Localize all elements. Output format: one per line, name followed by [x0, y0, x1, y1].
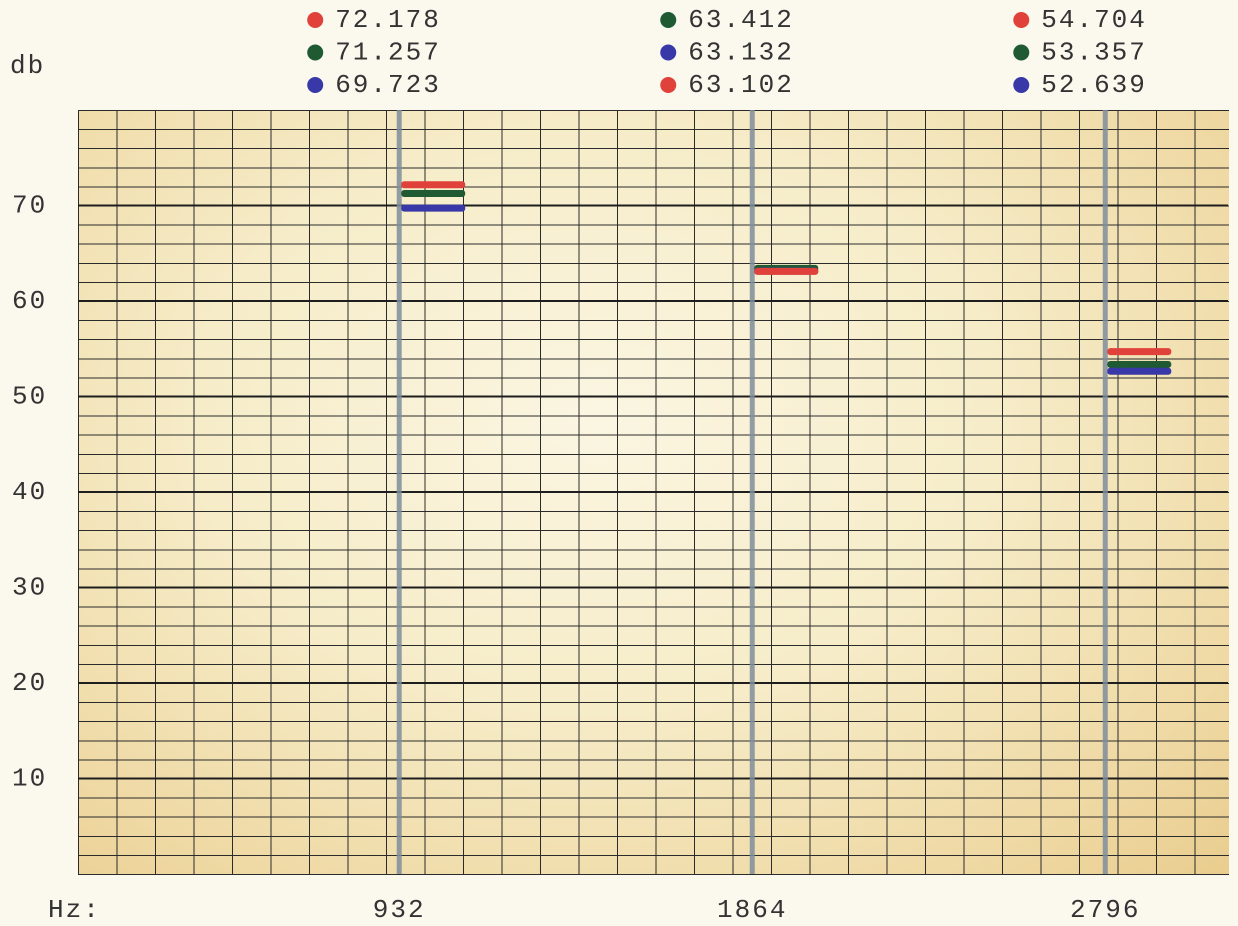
legend-dot [307, 45, 323, 61]
value-label: 63.102 [688, 70, 794, 100]
y-tick-label: 70 [12, 190, 47, 220]
y-tick-label: 10 [12, 763, 47, 793]
legend-dot [660, 12, 676, 28]
y-tick-label: 30 [12, 572, 47, 602]
chart: db Hz: 10 20 30 40 50 60 70 932 1864 2796 72.17871… [0, 0, 1238, 926]
reading-bar [401, 205, 465, 212]
value-label: 52.639 [1041, 70, 1147, 100]
reading-bar [401, 190, 465, 197]
legend-dot [1013, 77, 1029, 93]
value-label: 69.723 [335, 70, 441, 100]
value-label: 63.412 [688, 5, 794, 35]
x-tick-label: 932 [373, 895, 426, 925]
legend-dot [1013, 12, 1029, 28]
y-tick-label: 40 [12, 477, 47, 507]
reading-bar [754, 268, 818, 275]
legend-dot [307, 12, 323, 28]
value-label: 54.704 [1041, 5, 1147, 35]
value-label: 63.132 [688, 37, 794, 67]
value-label: 72.178 [335, 5, 441, 35]
reading-bar [1107, 361, 1171, 368]
reading-bar [1107, 348, 1171, 355]
legend-dot [307, 77, 323, 93]
y-axis-label: db [10, 51, 45, 81]
x-tick-label: 1864 [717, 895, 787, 925]
x-axis-label: Hz: [48, 895, 101, 925]
legend-dot [660, 77, 676, 93]
y-tick-label: 50 [12, 381, 47, 411]
page: db Hz: 10 20 30 40 50 60 70 932 1864 2796 72.17871… [0, 0, 1238, 926]
x-tick-label: 2796 [1070, 895, 1140, 925]
y-tick-label: 20 [12, 668, 47, 698]
reading-bar [1107, 368, 1171, 375]
legend-dot [1013, 45, 1029, 61]
y-tick-label: 60 [12, 286, 47, 316]
reading-bar [401, 181, 465, 188]
legend-dot [660, 45, 676, 61]
value-label: 71.257 [335, 37, 441, 67]
value-label: 53.357 [1041, 37, 1147, 67]
